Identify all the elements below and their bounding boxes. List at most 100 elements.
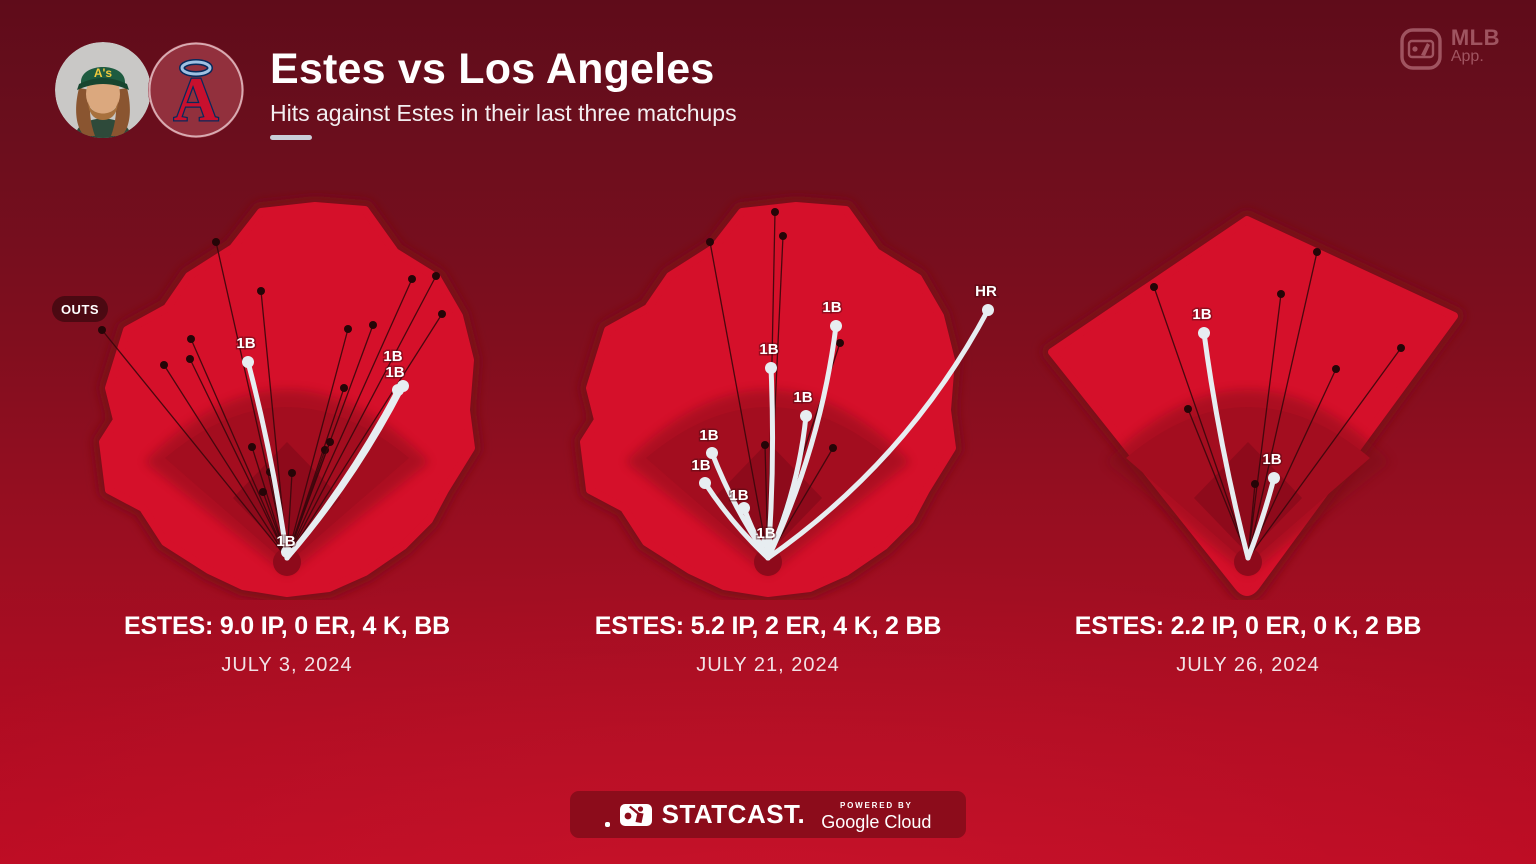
hit-marker <box>281 546 293 558</box>
out-marker <box>326 438 334 446</box>
out-trajectory <box>251 446 288 559</box>
mlb-app-text-line1: MLB <box>1450 25 1500 50</box>
spray-chart-panel-3: 1B 1B ESTES: 2.2 IP, 0 ER, 0 K, 2 BB JULY… <box>1008 190 1488 677</box>
hit-trajectory <box>245 359 290 561</box>
pitcher-avatar: A's <box>55 42 151 138</box>
out-trajectory <box>215 241 288 559</box>
subtitle-underline <box>270 135 312 140</box>
spray-chart-panel-1: 1B 1B 1B 1B OUTS ESTES: 9.0 IP, 0 ER, 4 K, B… <box>47 190 527 677</box>
out-trajectory <box>286 328 349 559</box>
infield-diamond <box>1194 442 1302 554</box>
hit-label: 1B <box>1192 306 1211 323</box>
statcast-footer: STATCAST. POWERED BY Google Cloud <box>570 791 966 838</box>
hit-label: 1B <box>383 348 402 365</box>
out-trajectory <box>286 278 413 559</box>
out-marker <box>836 339 844 347</box>
hit-marker <box>761 536 773 548</box>
hit-label: 1B <box>822 299 841 316</box>
out-marker <box>98 326 106 334</box>
pitcher-photo-icon: A's <box>55 42 151 138</box>
out-marker <box>1397 344 1405 352</box>
out-trajectory <box>1247 368 1337 559</box>
hit-marker <box>765 362 777 374</box>
hit-trajectory <box>284 383 406 561</box>
out-marker <box>771 208 779 216</box>
outs-tag: OUTS <box>61 302 99 317</box>
out-marker <box>257 287 265 295</box>
page-subtitle: Hits against Estes in their last three m… <box>270 100 737 126</box>
hit-label: 1B <box>756 525 775 542</box>
out-trajectory <box>163 364 288 559</box>
out-trajectory <box>190 338 288 559</box>
out-marker <box>212 238 220 246</box>
spray-charts: 1B 1B 1B 1B OUTS ESTES: 9.0 IP, 0 ER, 4 K, B… <box>0 190 1536 690</box>
spray-chart-field-2: HR 1B 1B 1B 1B 1B 1B 1B <box>574 196 998 600</box>
powered-by-label: POWERED BY <box>839 800 913 810</box>
hit-marker <box>982 304 994 316</box>
out-marker <box>1150 283 1158 291</box>
hit-trajectory <box>702 480 771 561</box>
out-marker <box>1332 365 1340 373</box>
hit-label: 1B <box>699 427 718 444</box>
out-marker <box>1184 405 1192 413</box>
out-trajectory <box>1247 483 1256 559</box>
hit-marker <box>699 477 711 489</box>
hit-label: 1B <box>729 487 748 504</box>
hit-marker <box>706 447 718 459</box>
hit-trajectory <box>765 365 776 561</box>
hit-label: 1B <box>691 457 710 474</box>
out-marker <box>259 488 267 496</box>
out-marker <box>1277 290 1285 298</box>
statcast-logo-dot <box>604 822 610 827</box>
game-date: JULY 21, 2024 <box>696 654 840 676</box>
out-trajectory <box>286 441 331 559</box>
page-title: Estes vs Los Angeles <box>270 45 715 93</box>
hit-trajectory <box>1201 330 1251 561</box>
out-marker <box>187 335 195 343</box>
pitcher-stat-line: ESTES: 9.0 IP, 0 ER, 4 K, BB <box>123 612 450 640</box>
out-marker <box>779 232 787 240</box>
out-trajectory <box>1247 251 1318 559</box>
hit-marker <box>242 356 254 368</box>
out-trajectory <box>1247 293 1282 559</box>
hit-label: 1B <box>1262 451 1281 468</box>
game-date: JULY 3, 2024 <box>221 654 353 676</box>
out-marker <box>321 446 329 454</box>
out-marker <box>369 321 377 329</box>
spray-chart-field-3: 1B 1B <box>1042 210 1464 600</box>
hit-marker <box>800 410 812 422</box>
out-trajectory <box>286 472 293 559</box>
hit-marker <box>397 380 409 392</box>
athletics-cap-logo: A's <box>94 66 113 80</box>
out-trajectory <box>189 358 288 559</box>
out-trajectory <box>101 329 288 559</box>
out-marker <box>1251 480 1259 488</box>
out-marker <box>829 444 837 452</box>
out-marker <box>408 275 416 283</box>
home-plate-circle <box>1234 548 1262 576</box>
google-cloud-label: Google Cloud <box>821 811 932 832</box>
out-marker <box>344 325 352 333</box>
out-marker <box>248 443 256 451</box>
out-trajectory <box>1153 286 1249 559</box>
out-marker <box>432 272 440 280</box>
out-trajectory <box>1187 408 1249 559</box>
out-trajectory <box>1247 347 1402 559</box>
hit-marker <box>1198 327 1210 339</box>
statcast-wordmark: STATCAST. <box>661 799 806 829</box>
mlb-app-badge: MLB App. <box>1400 25 1500 70</box>
out-marker <box>186 355 194 363</box>
pitcher-stat-line: ESTES: 2.2 IP, 0 ER, 0 K, 2 BB <box>1074 612 1422 640</box>
hit-label: 1B <box>276 533 295 550</box>
angels-logo: A <box>148 42 244 138</box>
pitcher-stat-line: ESTES: 5.2 IP, 2 ER, 4 K, 2 BB <box>594 612 942 640</box>
out-trajectory <box>709 241 769 559</box>
hit-label: HR <box>975 283 997 300</box>
out-marker <box>438 310 446 318</box>
hit-marker <box>830 320 842 332</box>
outs-tag-pill <box>52 296 108 322</box>
mlb-logo-icon <box>1400 28 1442 70</box>
out-marker <box>761 441 769 449</box>
